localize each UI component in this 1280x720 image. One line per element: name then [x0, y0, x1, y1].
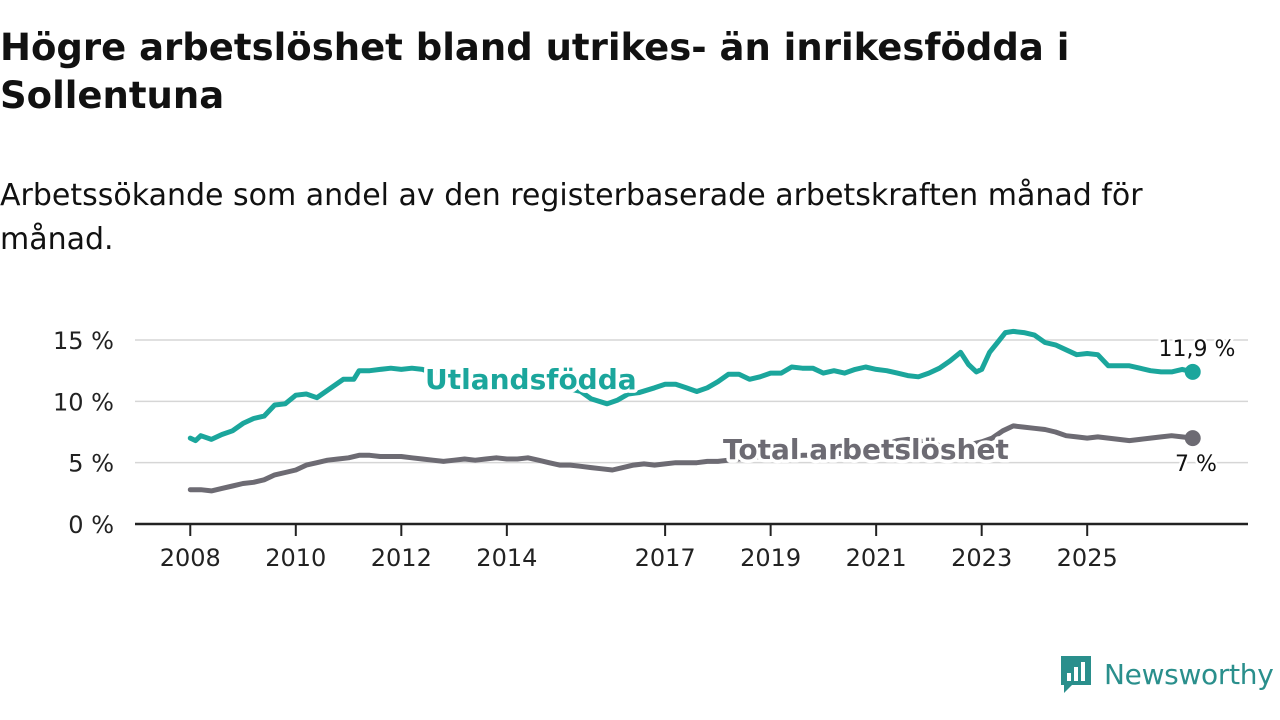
x-tick-label: 2019: [740, 544, 801, 572]
newsworthy-logo-icon: [1061, 656, 1091, 693]
end-marker-total: [1184, 430, 1201, 447]
axes: 0 % 5 % 10 % 15 % 2008 2010 2012 2014 2017 2019 20…: [53, 327, 1248, 572]
y-tick-label: 10 %: [53, 388, 114, 416]
series-label-total: Total arbetslöshet: [723, 433, 1009, 466]
end-label-total: 7 %: [1175, 452, 1217, 477]
x-tick-label: 2012: [371, 544, 432, 572]
brand-name: Newsworthy: [1104, 657, 1274, 691]
y-tick-label: 5 %: [68, 450, 114, 478]
series-lines: [187, 328, 1201, 494]
end-marker-foreign-born: [1184, 363, 1201, 380]
x-tick-label: 2017: [635, 544, 696, 572]
y-tick-label: 0 %: [68, 511, 114, 539]
series-label-foreign-born: Utlandsfödda: [425, 363, 637, 396]
series-line-foreign-born: [187, 328, 1196, 444]
chart-subtitle: Arbetssökande som andel av den registerb…: [0, 178, 1143, 257]
series-labels: Utlandsfödda Total arbetslöshet 11,9 % 7 %: [422, 334, 1238, 479]
newsworthy-brand: Newsworthy: [1058, 652, 1274, 696]
x-tick-label: 2023: [951, 544, 1012, 572]
chart-title: Högre arbetslöshet bland utrikes- än inr…: [0, 26, 1070, 117]
x-tick-label: 2021: [846, 544, 907, 572]
y-tick-label: 15 %: [53, 327, 114, 355]
x-tick-label: 2008: [160, 544, 221, 572]
series-line-total: [187, 423, 1196, 494]
x-tick-label: 2010: [265, 544, 326, 572]
x-tick-label: 2014: [476, 544, 537, 572]
gridlines: [135, 339, 1248, 464]
x-tick-label: 2025: [1057, 544, 1118, 572]
line-chart: 0 % 5 % 10 % 15 % 2008 2010 2012 2014 2017 2019 20…: [53, 327, 1248, 572]
end-label-foreign-born: 11,9 %: [1159, 337, 1236, 362]
